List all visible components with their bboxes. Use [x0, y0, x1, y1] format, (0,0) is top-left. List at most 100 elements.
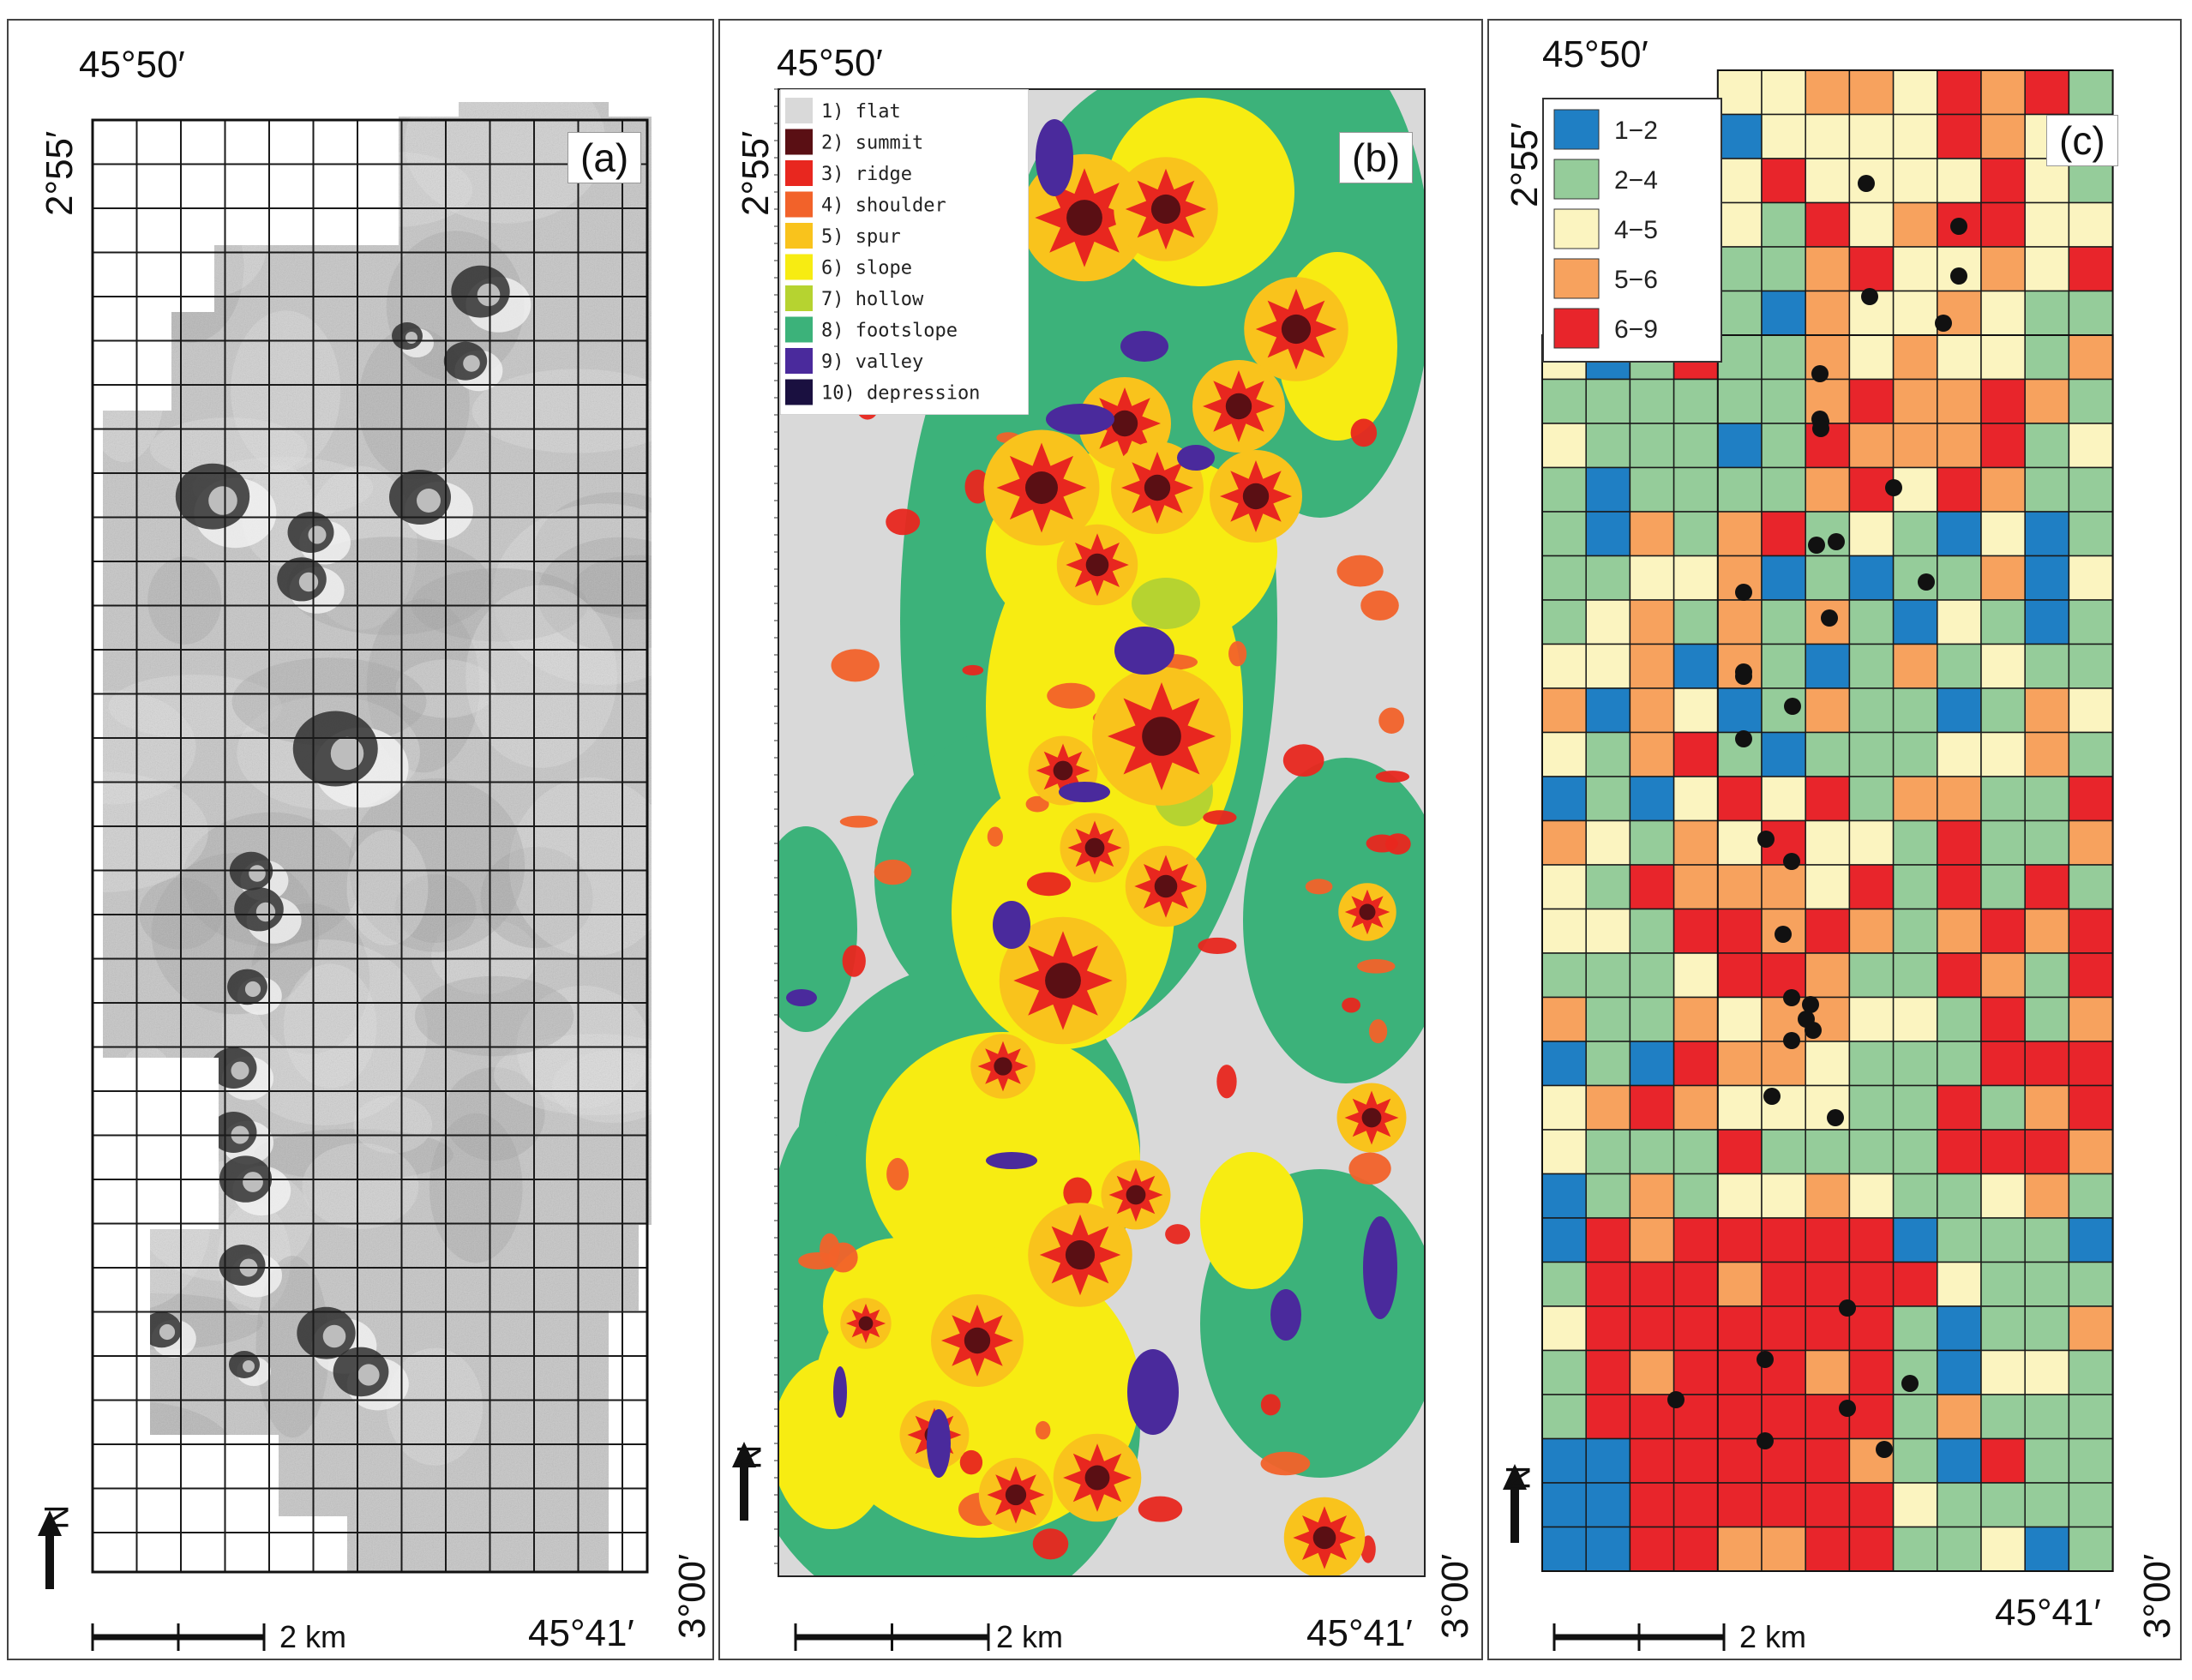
- grid-cell: [2068, 246, 2114, 292]
- grid-cell: [1761, 1041, 1806, 1087]
- vent-dot: [1783, 989, 1800, 1006]
- valley-area: [1177, 445, 1215, 471]
- grid-cell: [1541, 1084, 1587, 1131]
- hillshade-map: [38, 102, 652, 1651]
- grid-cell: [1761, 113, 1806, 159]
- valley-area: [1270, 1289, 1301, 1341]
- grid-cell: [2068, 1129, 2114, 1175]
- grid-cell: [1937, 1394, 1982, 1440]
- grid-cell: [1848, 201, 1895, 248]
- grid-cell: [1585, 555, 1631, 601]
- grid-cell: [2024, 952, 2070, 999]
- vent-dot: [1950, 218, 1967, 235]
- grid-cell: [1541, 1526, 1587, 1572]
- grid-cell: [1541, 423, 1587, 469]
- valley-area: [1036, 119, 1073, 196]
- lon-bottom-label: 45°41′: [1306, 1612, 1413, 1654]
- grid-cell: [1937, 819, 1982, 866]
- grid-cell: [1805, 908, 1851, 954]
- grid-cell: [2068, 1217, 2114, 1263]
- grid-cell: [1848, 1482, 1895, 1528]
- grid-cell: [1937, 731, 1982, 777]
- grid-cell: [1848, 996, 1895, 1042]
- grid-cell: [1541, 555, 1587, 601]
- summit-area: [1312, 1526, 1336, 1550]
- panel-b-landform-map: 1) flat 2) summit 3) ridge 4) shoulder 5) sp…: [718, 19, 1483, 1660]
- grid-cell: [1980, 1482, 2026, 1528]
- lon-top-label: 45°50′: [777, 42, 883, 84]
- summit-area: [1065, 1239, 1096, 1270]
- grid-cell: [1717, 201, 1763, 248]
- grid-cell: [1892, 908, 1938, 954]
- grid-cell: [1673, 908, 1719, 954]
- lon-bottom-label: 45°41′: [528, 1612, 634, 1654]
- grid-cell: [1717, 819, 1763, 866]
- vent-dot: [1667, 1391, 1685, 1408]
- grid-cell: [1937, 1261, 1982, 1307]
- north-label: N: [1499, 1465, 1538, 1491]
- summit-area: [1154, 874, 1178, 898]
- legend-label: 4) shoulder: [821, 195, 946, 217]
- grid-cell: [1937, 1217, 1982, 1263]
- grid-cell: [1980, 776, 2026, 822]
- grid-cell: [1717, 69, 1763, 116]
- grid-cell: [1541, 1305, 1587, 1352]
- grid-cell: [1585, 819, 1631, 866]
- grid-cell: [1805, 466, 1851, 513]
- grid-cell: [1761, 555, 1806, 601]
- vent-dot: [1812, 420, 1829, 437]
- summit-area: [1281, 314, 1312, 345]
- grid-cell: [1980, 1173, 2026, 1219]
- grid-cell: [1980, 511, 2026, 557]
- grid-cell: [1937, 908, 1982, 954]
- grid-cell: [1673, 776, 1719, 822]
- vent-dot: [1918, 573, 1935, 591]
- grid-cell: [1717, 158, 1763, 204]
- grid-cell: [1717, 1349, 1763, 1395]
- grid-cell: [1541, 643, 1587, 689]
- grid-cell: [1848, 69, 1895, 116]
- grid-cell: [1937, 687, 1982, 734]
- grid-cell: [1937, 423, 1982, 469]
- grid-cell: [1761, 599, 1806, 645]
- grid-cell: [1717, 996, 1763, 1042]
- grid-cell: [1629, 1305, 1675, 1352]
- vent-dot: [1839, 1400, 1856, 1417]
- grid-cell: [2024, 1437, 2070, 1484]
- grid-cell: [1629, 952, 1675, 999]
- summit-area: [1111, 410, 1138, 437]
- grid-cell: [1805, 113, 1851, 159]
- grid-cell: [1980, 1305, 2026, 1352]
- grid-cell: [1937, 113, 1982, 159]
- legend-swatch: [785, 254, 813, 280]
- grid-cell: [1980, 908, 2026, 954]
- grid-cell: [1673, 1482, 1719, 1528]
- grid-cell: [1848, 643, 1895, 689]
- legend-label: 5−6: [1614, 266, 1658, 294]
- grid-cell: [1761, 1482, 1806, 1528]
- grid-cell: [1892, 996, 1938, 1042]
- grid-cell: [1848, 1041, 1895, 1087]
- grid-cell: [1892, 113, 1938, 159]
- grid-cell: [1937, 69, 1982, 116]
- grid-cell: [1937, 1437, 1982, 1484]
- grid-cell: [2024, 423, 2070, 469]
- summit-area: [994, 1057, 1012, 1076]
- vent-dot: [1839, 1299, 1856, 1317]
- grid-cell: [1761, 643, 1806, 689]
- grid-cell: [1937, 1129, 1982, 1175]
- vent-dot: [1861, 288, 1878, 305]
- grid-cell: [1585, 1041, 1631, 1087]
- vent-dot: [1885, 479, 1902, 496]
- grid-cell: [1937, 1041, 1982, 1087]
- grid-cell: [1629, 1526, 1675, 1572]
- grid-cell: [1585, 1217, 1631, 1263]
- grid-cell: [1848, 511, 1895, 557]
- vent-dot: [1763, 1088, 1781, 1105]
- valley-area: [1059, 782, 1110, 802]
- grid-cell: [1541, 378, 1587, 424]
- grid-cell: [2068, 1482, 2114, 1528]
- landform-legend: 1) flat 2) summit 3) ridge 4) shoulder 5) sp…: [780, 89, 1029, 415]
- grid-cell: [1585, 511, 1631, 557]
- lon-bottom-label: 45°41′: [1995, 1592, 2101, 1634]
